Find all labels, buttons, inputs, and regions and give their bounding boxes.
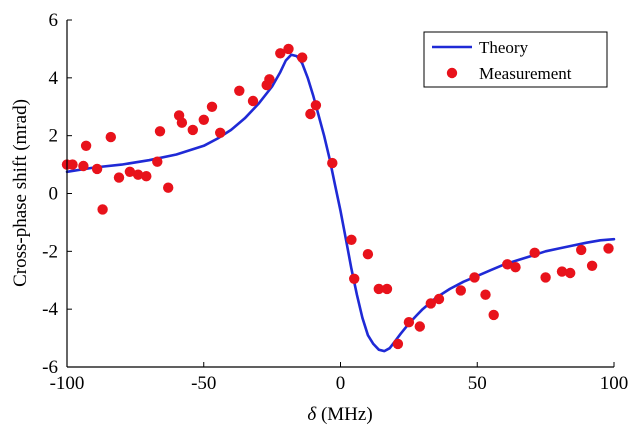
measurement-point (392, 338, 404, 350)
y-tick-label: -4 (42, 299, 58, 320)
x-axis-label-unit: (MHz) (316, 404, 372, 425)
measurement-point (556, 266, 568, 277)
measurement-point (67, 159, 78, 170)
theory-series (65, 53, 616, 353)
measurement-point (425, 298, 436, 309)
measurement-point (305, 108, 316, 120)
measurement-point (124, 166, 136, 177)
measurement-point (91, 163, 103, 175)
y-tick-label: 2 (49, 126, 59, 147)
x-axis-label-symbol: δ (307, 404, 317, 425)
measurement-point (603, 243, 614, 254)
measurement-point (349, 273, 360, 284)
measurement-point (264, 74, 275, 85)
measurement-point (215, 127, 226, 138)
y-tick-label: 4 (49, 68, 59, 89)
measurement-point (433, 293, 445, 305)
measurement-point (362, 249, 374, 260)
x-tick-label: -100 (50, 373, 85, 394)
measurement-point (540, 272, 551, 283)
measurement-point (480, 289, 491, 300)
measurement-point (565, 267, 576, 279)
measurement-point (132, 169, 144, 180)
x-tick-label: 0 (336, 373, 346, 394)
y-tick-label: 0 (49, 184, 59, 205)
measurement-point (327, 157, 338, 169)
measurement-point (275, 48, 286, 59)
measurement-series (61, 43, 614, 350)
measurement-point (163, 182, 174, 193)
plot-area (61, 43, 616, 353)
measurement-point (455, 285, 466, 296)
measurement-point (152, 156, 163, 167)
measurement-point (283, 43, 294, 55)
x-tick-label: 50 (468, 373, 487, 394)
measurement-point (176, 117, 188, 128)
measurement-point (576, 244, 587, 256)
measurement-point (198, 114, 209, 126)
measurement-point (113, 172, 125, 183)
measurement-point (80, 140, 92, 151)
measurement-point (510, 262, 521, 273)
x-tick-label: 100 (600, 373, 629, 394)
measurement-point (469, 272, 480, 283)
measurement-point (346, 234, 357, 245)
measurement-point (488, 309, 499, 321)
measurement-point (247, 95, 259, 107)
legend-measurement-marker (446, 67, 458, 79)
measurement-point (529, 247, 540, 258)
y-axis-label: Cross-phase shift (mrad) (10, 99, 31, 287)
measurement-point (78, 160, 89, 172)
measurement-point (414, 321, 425, 332)
y-tick-label: 6 (49, 10, 59, 31)
y-tick-label: -6 (42, 357, 58, 378)
measurement-point (187, 124, 198, 136)
x-axis-label: δ (MHz) (307, 404, 372, 425)
legend-measurement-label: Measurement (479, 64, 572, 83)
x-tick-label: -50 (191, 373, 216, 394)
theory-line (65, 53, 616, 353)
measurement-point (97, 204, 108, 215)
measurement-point (403, 317, 415, 328)
measurement-point (297, 52, 308, 63)
measurement-point (105, 131, 117, 143)
measurement-point (381, 283, 393, 295)
measurement-point (154, 126, 166, 137)
legend: Theory Measurement (423, 31, 608, 88)
measurement-point (586, 260, 598, 271)
y-tick-label: -2 (42, 241, 58, 262)
measurement-point (234, 85, 245, 97)
measurement-point (373, 283, 384, 295)
measurement-point (206, 101, 218, 113)
legend-box (423, 31, 608, 88)
measurement-point (502, 259, 513, 270)
ticks: -100 -50 0 50 100 -6 -4 -2 0 2 4 6 (42, 10, 628, 394)
legend-theory-label: Theory (479, 38, 529, 57)
measurement-point (141, 171, 152, 182)
measurement-point (310, 100, 322, 111)
